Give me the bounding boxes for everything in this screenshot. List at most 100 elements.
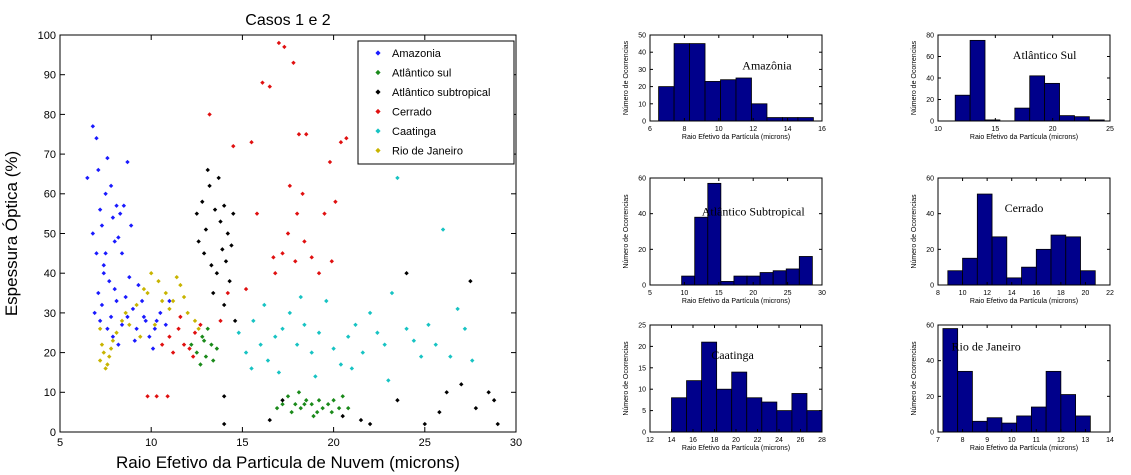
- histogram-bar: [776, 410, 793, 433]
- scatter-point: [302, 239, 307, 244]
- histogram-bar: [1050, 234, 1067, 286]
- x-tick-label: 7: [936, 437, 940, 444]
- scatter-point: [97, 207, 103, 212]
- scatter-point: [422, 421, 427, 427]
- x-tick-label: 5: [57, 437, 63, 449]
- scatter-point: [221, 302, 227, 308]
- chart-5: 12 14 16 18 20 22 24 26 28 0 5 10 15 20 25 Raio Efetivo…: [623, 322, 826, 452]
- scatter-point: [358, 417, 364, 423]
- scatter-point: [313, 374, 318, 379]
- histogram-bar: [1035, 248, 1052, 286]
- histogram-bar: [991, 236, 1008, 286]
- scatter-point: [251, 318, 256, 324]
- scatter-point: [267, 84, 272, 89]
- x-tick-label: 12: [983, 290, 991, 297]
- scatter-point: [304, 132, 309, 137]
- scatter-point: [229, 243, 234, 248]
- scatter-point: [293, 402, 298, 407]
- scatter-point: [411, 338, 417, 343]
- histogram-bar: [720, 281, 735, 286]
- scatter-point: [138, 334, 143, 339]
- histogram-bar: [735, 77, 752, 122]
- scatter-point: [119, 318, 125, 324]
- y-tick-label: 0: [642, 118, 646, 125]
- scatter-point: [205, 326, 210, 331]
- histogram-bar: [791, 393, 808, 433]
- chart-title: Casos 1 e 2: [245, 12, 330, 29]
- scatter-point: [322, 211, 327, 216]
- histogram-bar: [673, 43, 690, 122]
- scatter-point: [198, 322, 203, 328]
- scatter-point: [92, 310, 97, 316]
- series-3: [145, 40, 349, 399]
- scatter-point: [440, 227, 446, 232]
- y-tick-label: 10: [638, 387, 646, 394]
- histogram-bar: [671, 397, 687, 433]
- scatter-point: [201, 338, 207, 343]
- scatter-point: [495, 421, 500, 427]
- scatter-point: [320, 405, 325, 411]
- plot-frame: [937, 324, 1111, 433]
- scatter-point: [302, 402, 307, 407]
- chart-title: Atlântico Subtropical: [702, 204, 806, 218]
- scatter-point: [309, 255, 314, 260]
- scatter-point: [287, 183, 293, 189]
- y-tick-label: 0: [930, 282, 934, 289]
- y-axis-label: Número de Ocorrencias: [623, 40, 630, 115]
- x-tick-label: 22: [1106, 290, 1114, 297]
- scatter-point: [136, 282, 141, 288]
- scatter-point: [327, 159, 333, 165]
- scatter-point: [117, 211, 123, 216]
- scatter-point: [486, 390, 491, 395]
- histogram-bar: [785, 268, 800, 286]
- scatter-point: [128, 223, 134, 228]
- x-tick-label: 24: [775, 437, 783, 444]
- scatter-point: [249, 139, 254, 145]
- scatter-point: [110, 215, 116, 220]
- scatter-point: [185, 310, 190, 316]
- y-tick-label: 20: [926, 394, 934, 401]
- scatter-point: [265, 358, 271, 363]
- y-tick-label: 20: [638, 247, 646, 254]
- histogram-bar: [772, 270, 787, 286]
- histogram-bar: [1001, 422, 1018, 433]
- y-tick-label: 90: [44, 70, 56, 82]
- scatter-point: [94, 136, 99, 141]
- x-tick-label: 26: [797, 437, 805, 444]
- bars: [681, 182, 813, 286]
- series-4: [236, 175, 475, 383]
- scatter-point: [218, 219, 223, 224]
- scatter-point: [353, 322, 358, 328]
- histogram-bar: [733, 275, 748, 286]
- histogram-bar: [969, 39, 986, 122]
- y-tick-label: 60: [638, 175, 646, 182]
- scatter-point: [132, 338, 137, 343]
- y-tick-label: 40: [44, 268, 56, 280]
- histogram-bar: [1045, 370, 1062, 433]
- scatter-point: [105, 155, 110, 161]
- scatter-point: [145, 394, 150, 399]
- histogram-bar: [759, 272, 774, 286]
- x-tick-label: 20: [1082, 290, 1090, 297]
- scatter-point: [285, 394, 291, 399]
- histogram-bar: [1006, 277, 1022, 286]
- scatter-point: [99, 302, 105, 308]
- x-tick-label: 25: [1106, 126, 1114, 133]
- scatter-point: [154, 394, 159, 399]
- scatter-point: [97, 326, 103, 331]
- histogram-bar: [686, 380, 702, 433]
- scatter-point: [309, 350, 314, 355]
- x-tick-label: 16: [818, 126, 826, 133]
- scatter-point: [196, 326, 201, 331]
- chart-title: Caatinga: [711, 348, 754, 362]
- y-tick-label: 100: [38, 30, 56, 42]
- y-axis-label: Número de Ocorrencias: [911, 194, 918, 269]
- scatter-point: [192, 318, 198, 324]
- y-tick-label: 0: [642, 429, 646, 436]
- x-tick-label: 12: [1057, 437, 1065, 444]
- histogram-bar: [797, 117, 814, 122]
- scatter-point: [214, 346, 220, 351]
- legend-marker: [375, 128, 381, 134]
- scatter-point: [298, 405, 303, 411]
- histogram-bar: [954, 94, 971, 122]
